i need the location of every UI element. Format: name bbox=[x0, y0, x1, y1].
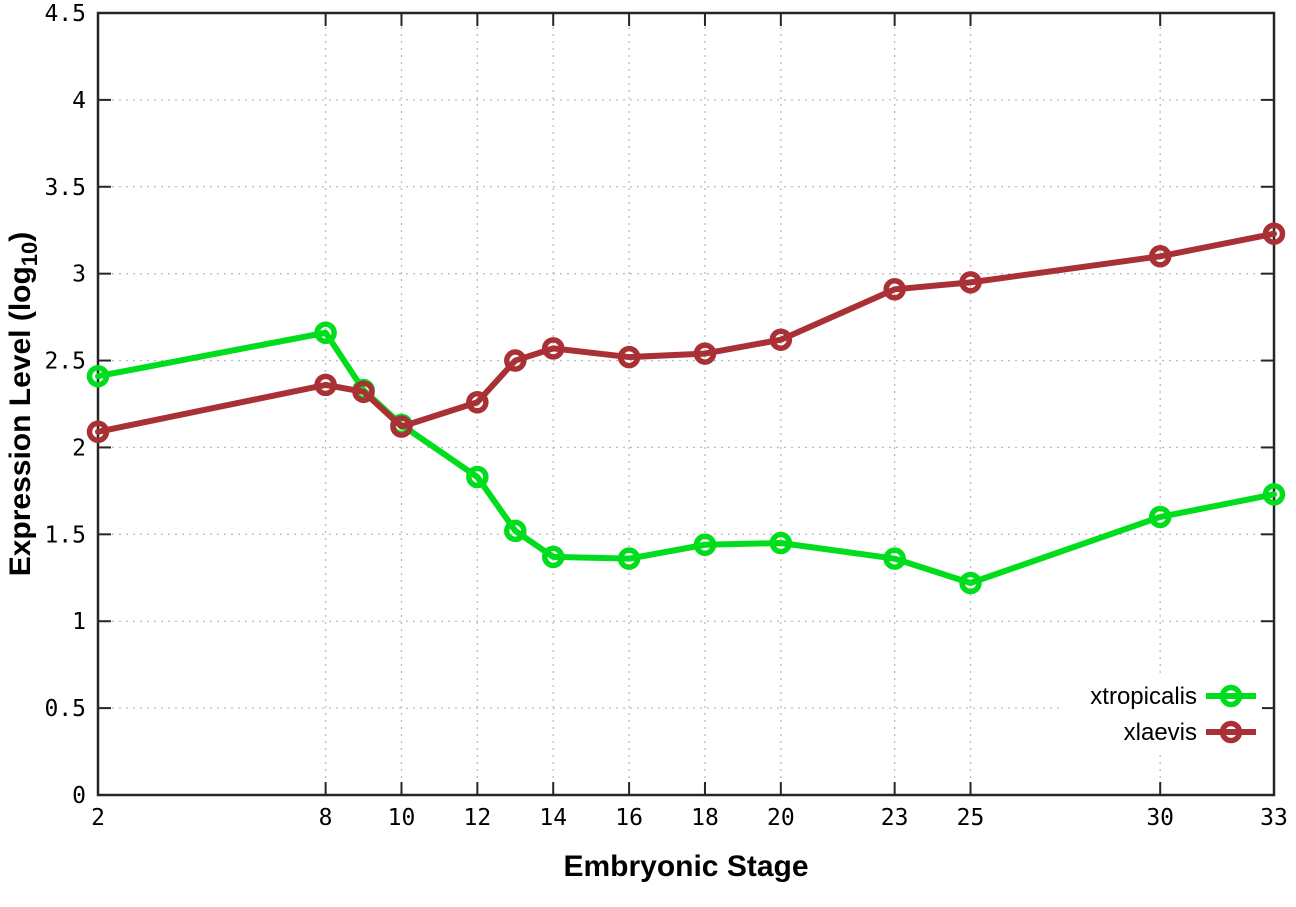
series-point-xlaevis bbox=[466, 391, 489, 414]
y-tick-label: 3.5 bbox=[44, 175, 86, 201]
series-point-xtropicalis bbox=[769, 531, 793, 555]
series-point-xlaevis bbox=[693, 342, 717, 365]
legend-sample-marker-xlaevis bbox=[1219, 720, 1243, 744]
series-point-xtropicalis bbox=[504, 519, 527, 543]
series-point-xlaevis bbox=[959, 271, 982, 294]
series-point-xlaevis bbox=[504, 349, 527, 372]
series-point-xlaevis bbox=[1148, 245, 1172, 268]
series-point-xtropicalis bbox=[1148, 505, 1172, 529]
legend: xtropicalis xlaevis bbox=[1064, 676, 1262, 750]
plot-border bbox=[96, 11, 1276, 797]
y-tick-label: 1.5 bbox=[44, 522, 86, 548]
series-point-xlaevis bbox=[352, 380, 375, 404]
legend-label-xtropicalis: xtropicalis bbox=[1090, 683, 1197, 710]
series-point-xtropicalis bbox=[693, 533, 717, 557]
x-tick-label: 12 bbox=[464, 805, 492, 831]
series-point-xtropicalis bbox=[617, 547, 641, 570]
x-tick-label: 16 bbox=[615, 805, 643, 831]
x-tick-label: 33 bbox=[1260, 805, 1288, 831]
y-tick-label: 2.5 bbox=[44, 349, 86, 375]
x-tick-label: 8 bbox=[319, 805, 333, 831]
series-line-xtropicalis bbox=[95, 329, 1277, 586]
series-point-xtropicalis bbox=[86, 364, 110, 388]
legend-label-xlaevis: xlaevis bbox=[1124, 719, 1197, 746]
series-point-xlaevis bbox=[541, 337, 565, 360]
y-tick-label: 2 bbox=[72, 435, 86, 461]
x-tick-label: 30 bbox=[1146, 805, 1174, 831]
x-tick-label: 20 bbox=[767, 805, 795, 831]
series-point-xlaevis bbox=[390, 415, 413, 438]
y-tick-label: 3 bbox=[72, 262, 86, 288]
x-tick-label: 25 bbox=[957, 805, 985, 831]
series-point-xlaevis bbox=[314, 373, 337, 397]
series-point-xlaevis bbox=[86, 420, 110, 444]
y-tick-label: 0 bbox=[72, 783, 86, 809]
series-point-xlaevis bbox=[883, 278, 906, 301]
x-tick-label: 10 bbox=[388, 805, 416, 831]
series-point-xtropicalis bbox=[883, 547, 906, 570]
x-axis-title: Embryonic Stage bbox=[563, 850, 809, 883]
y-tick-label: 4 bbox=[72, 88, 86, 114]
x-tick-label: 14 bbox=[539, 805, 567, 831]
series-point-xtropicalis bbox=[1262, 483, 1286, 506]
series-line-xlaevis bbox=[95, 230, 1277, 435]
series-point-xlaevis bbox=[769, 328, 793, 351]
legend-sample-marker-xtropicalis bbox=[1219, 684, 1243, 708]
y-tick-label: 1 bbox=[72, 609, 86, 635]
x-tick-label: 23 bbox=[881, 805, 909, 831]
series-point-xtropicalis bbox=[314, 321, 337, 345]
y-axis-title: Expression Level (log10) bbox=[4, 232, 42, 577]
y-tick-label: 4.5 bbox=[44, 1, 86, 27]
series-point-xlaevis bbox=[617, 345, 641, 369]
series-point-xtropicalis bbox=[541, 545, 565, 569]
x-tick-label: 2 bbox=[91, 805, 105, 831]
x-tick-label: 18 bbox=[691, 805, 719, 831]
series-point-xtropicalis bbox=[466, 465, 489, 489]
y-tick-label: 0.5 bbox=[44, 696, 86, 722]
series-point-xlaevis bbox=[1262, 222, 1286, 245]
series-point-xtropicalis bbox=[959, 571, 982, 595]
